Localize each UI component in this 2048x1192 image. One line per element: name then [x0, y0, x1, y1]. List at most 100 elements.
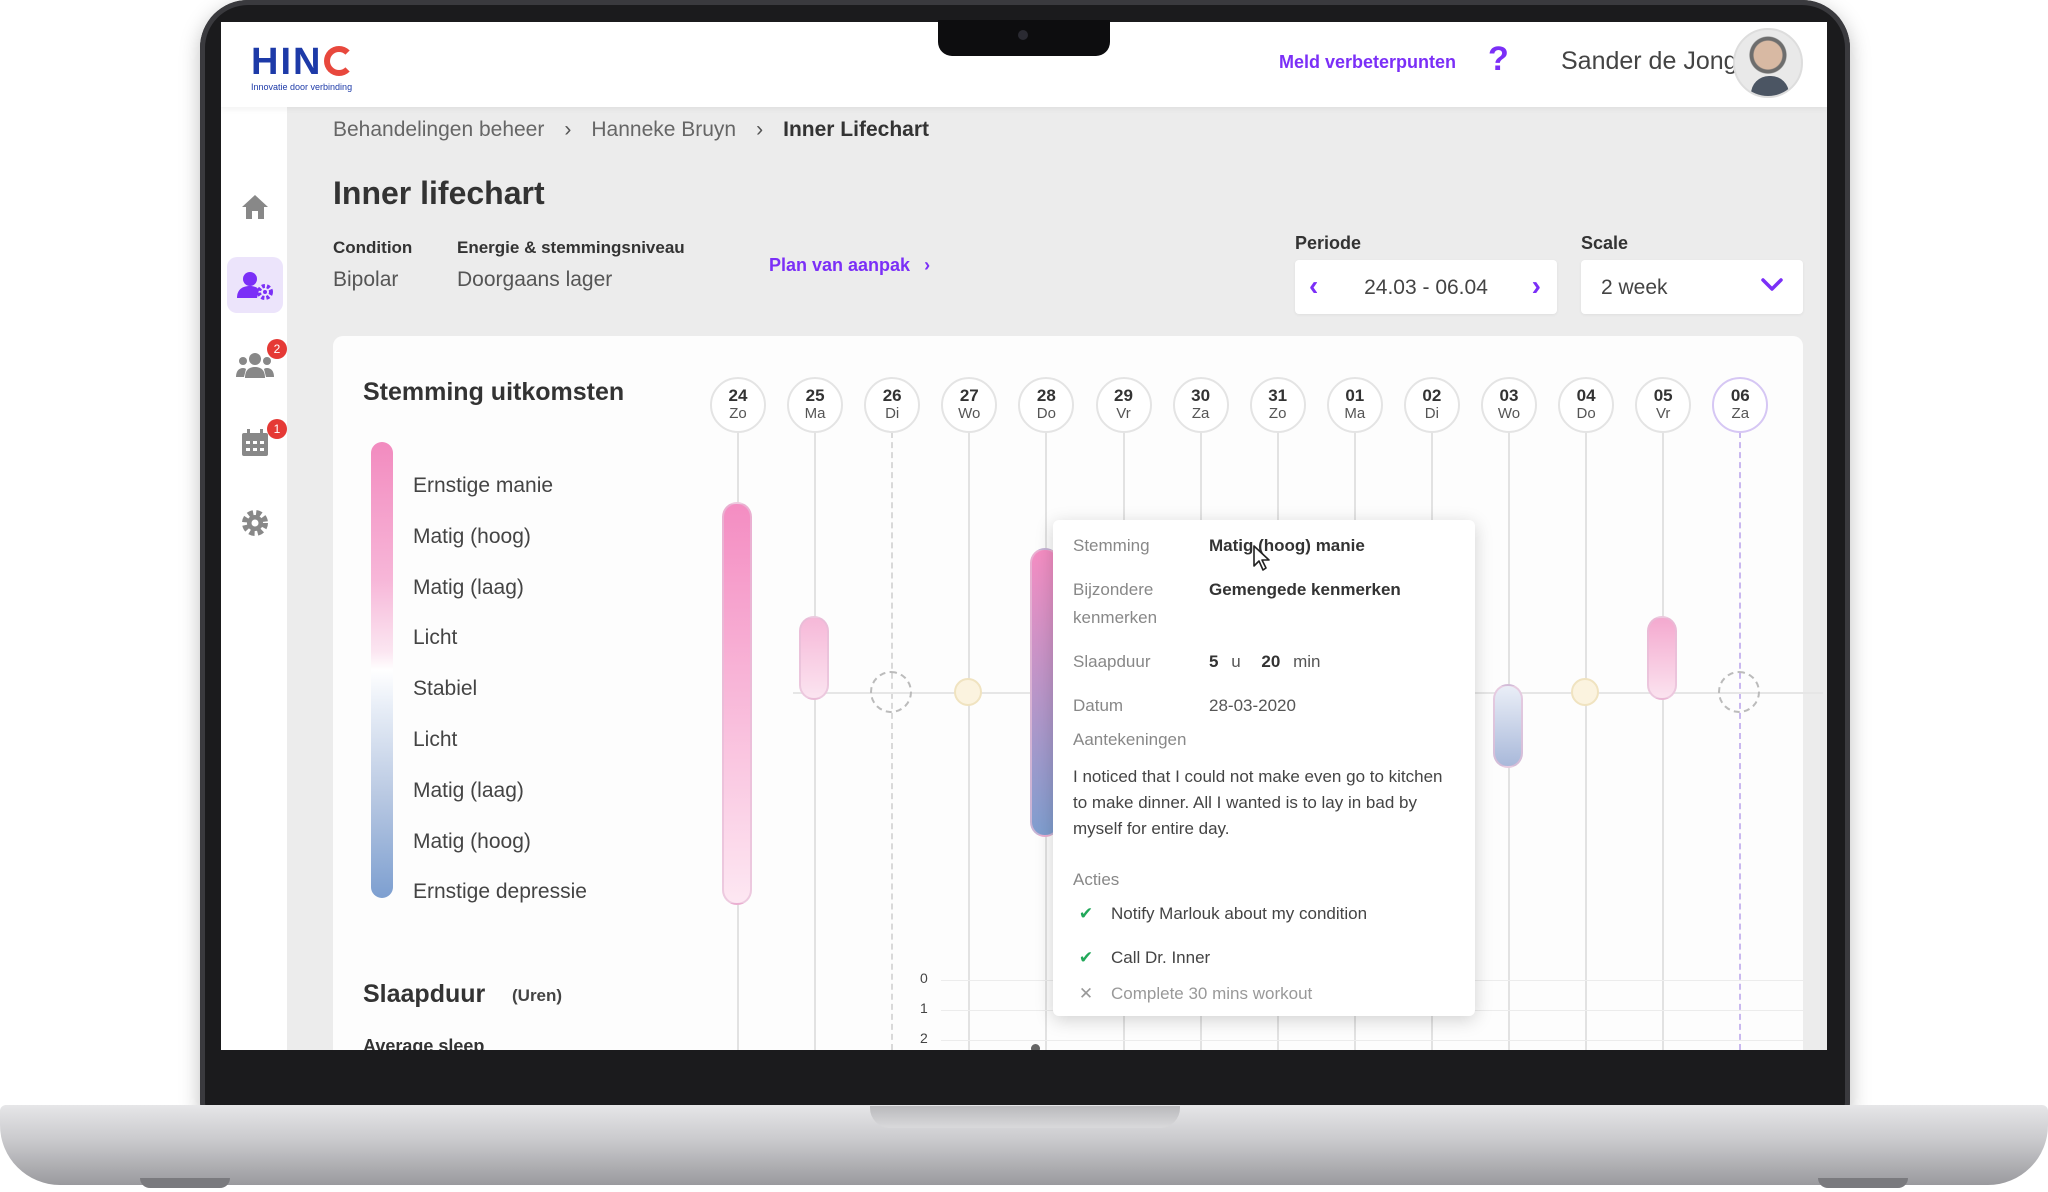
- breadcrumb-item[interactable]: Hanneke Bruyn: [591, 118, 737, 141]
- day-number: 27: [959, 386, 979, 405]
- day-number: 25: [805, 386, 825, 405]
- chevron-left-icon[interactable]: ‹: [1309, 270, 1319, 301]
- tooltip-action-item[interactable]: ✔ Call Dr. Inner: [1073, 948, 1210, 968]
- sleep-point[interactable]: [1031, 1044, 1040, 1050]
- plan-link[interactable]: Plan van aanpak ›: [769, 255, 930, 276]
- tooltip-notes-label: Aantekeningen: [1073, 730, 1187, 749]
- user-gear-icon: [237, 272, 273, 300]
- day-gridline: [1585, 422, 1588, 1050]
- day-header[interactable]: 30 Za: [1172, 377, 1229, 433]
- day-number: 06: [1730, 386, 1750, 405]
- sidebar-item-groups[interactable]: 2: [227, 337, 287, 393]
- day-name: Do: [1036, 405, 1056, 422]
- action-label: Call Dr. Inner: [1111, 948, 1211, 967]
- action-label: Complete 30 mins workout: [1111, 984, 1313, 1003]
- sleep-tick: 1: [920, 1000, 928, 1016]
- energy-value: Doorgaans lager: [457, 268, 613, 291]
- condition-label: Condition: [333, 238, 413, 257]
- home-icon: [242, 195, 268, 219]
- condition-value: Bipolar: [333, 268, 399, 291]
- logo[interactable]: HIN Innovatie door verbinding: [251, 42, 355, 92]
- mood-scale-label: Ernstige depressie: [413, 880, 587, 904]
- day-name: Za: [1191, 405, 1210, 422]
- sidebar: 2 1: [221, 107, 287, 1050]
- day-gridline: [1662, 422, 1665, 1050]
- mood-bar[interactable]: [1647, 615, 1678, 700]
- help-icon[interactable]: ?: [1488, 40, 1509, 78]
- tooltip-action-item[interactable]: ✕ Complete 30 mins workout: [1073, 984, 1312, 1004]
- day-header[interactable]: 06 Za: [1712, 377, 1769, 433]
- day-number: 26: [882, 386, 902, 405]
- mood-scale-label: Matig (laag): [413, 778, 524, 802]
- user-name[interactable]: Sander de Jong: [1561, 47, 1738, 75]
- laptop-foot: [1818, 1178, 1908, 1188]
- notification-badge: 2: [267, 339, 287, 359]
- day-header[interactable]: 29 Vr: [1095, 377, 1152, 433]
- breadcrumb-item[interactable]: Behandelingen beheer: [333, 118, 545, 141]
- day-header[interactable]: 25 Ma: [787, 377, 844, 433]
- mouse-cursor-icon: [1253, 545, 1270, 571]
- check-icon: ✔: [1078, 904, 1094, 923]
- day-name: Di: [885, 405, 900, 422]
- day-header[interactable]: 28 Do: [1018, 377, 1075, 433]
- mood-stable-dot[interactable]: [954, 678, 983, 706]
- close-icon: ✕: [1078, 984, 1094, 1003]
- chevron-right-icon: ›: [756, 118, 764, 141]
- mood-scale-label: Stabiel: [413, 677, 478, 701]
- mood-scale-label: Licht: [413, 626, 458, 650]
- mood-empty-dot[interactable]: [870, 671, 913, 713]
- breadcrumb: Behandelingen beheer › Hanneke Bruyn › Inner…: [333, 118, 929, 142]
- mood-stable-dot[interactable]: [1571, 678, 1600, 706]
- page-title: Inner lifechart: [333, 175, 545, 211]
- mood-bar[interactable]: [799, 615, 830, 700]
- day-header[interactable]: 05 Vr: [1635, 377, 1692, 433]
- sidebar-item-home[interactable]: [227, 179, 283, 235]
- sleep-grid-line: [941, 1040, 1827, 1041]
- sleep-minutes: 20: [1261, 652, 1281, 671]
- mood-bar[interactable]: [1493, 684, 1523, 769]
- day-name: Za: [1731, 405, 1750, 422]
- day-header[interactable]: 04 Do: [1558, 377, 1615, 433]
- day-header[interactable]: 26 Di: [864, 377, 921, 433]
- day-name: Zo: [1268, 405, 1287, 422]
- day-number: 29: [1114, 386, 1133, 405]
- sleep-title: Slaapduur: [363, 980, 486, 1008]
- day-header[interactable]: 02 Di: [1403, 377, 1460, 433]
- mood-tooltip: Stemming Matig (hoog) manie Bijzondere k…: [1053, 520, 1475, 1016]
- day-header[interactable]: 01 Ma: [1326, 377, 1383, 433]
- day-header[interactable]: 24 Zo: [710, 377, 766, 433]
- day-name: Wo: [1497, 405, 1521, 422]
- logo-wordmark: HIN: [251, 42, 355, 82]
- mood-empty-dot[interactable]: [1718, 671, 1761, 713]
- tooltip-notes: I noticed that I could not make even go …: [1073, 767, 1443, 838]
- breadcrumb-current: Inner Lifechart: [783, 118, 929, 141]
- day-number: 01: [1345, 386, 1365, 405]
- logo-mark-icon: [324, 46, 355, 76]
- sidebar-item-calendar[interactable]: 1: [227, 415, 287, 471]
- mood-scale-label: Licht: [413, 728, 458, 751]
- notification-badge: 1: [267, 419, 287, 439]
- camera-icon: [1018, 30, 1028, 40]
- tooltip-datum-label: Datum: [1073, 696, 1124, 715]
- report-improvements-link[interactable]: Meld verbeterpunten: [1279, 52, 1457, 72]
- mood-scale-label: Matig (laag): [413, 575, 524, 599]
- calendar-icon: [242, 429, 268, 456]
- day-name: Wo: [958, 405, 981, 422]
- avatar[interactable]: [1733, 28, 1803, 98]
- sleep-hours: 5: [1209, 652, 1219, 671]
- sidebar-item-patients[interactable]: [227, 257, 283, 313]
- day-number: 30: [1191, 386, 1211, 405]
- tooltip-action-item[interactable]: ✔ Notify Marlouk about my condition: [1073, 904, 1367, 924]
- app-screen: HIN Innovatie door verbinding Meld verbe…: [221, 22, 1827, 1050]
- mood-bar[interactable]: [722, 502, 752, 905]
- sidebar-item-settings[interactable]: [227, 495, 283, 551]
- day-header[interactable]: 27 Wo: [941, 377, 998, 433]
- day-header[interactable]: 03 Wo: [1481, 377, 1537, 433]
- mood-scale-label: Matig (hoog): [413, 524, 531, 548]
- scale-select[interactable]: 2 week: [1581, 260, 1803, 314]
- day-header[interactable]: 31 Zo: [1249, 377, 1306, 433]
- chevron-right-icon[interactable]: ›: [1531, 270, 1541, 301]
- tooltip-stemming-label: Stemming: [1073, 536, 1150, 555]
- top-bar: HIN Innovatie door verbinding Meld verbe…: [221, 22, 1827, 107]
- day-number: 03: [1499, 386, 1519, 405]
